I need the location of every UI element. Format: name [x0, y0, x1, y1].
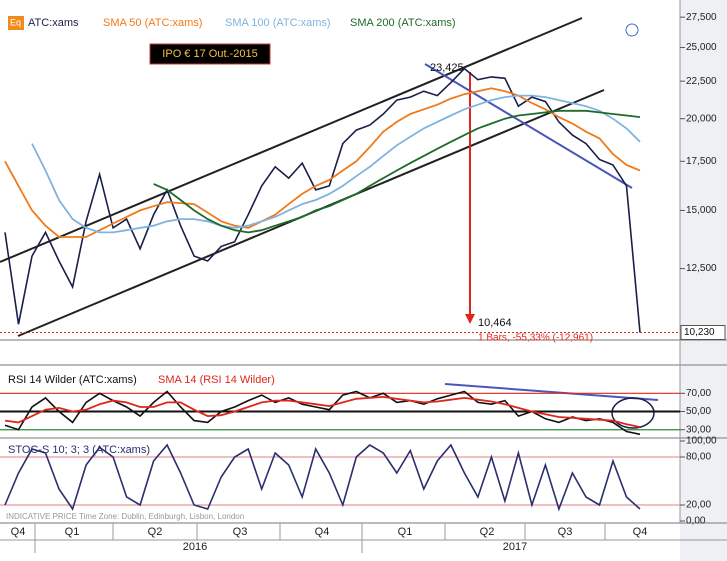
- y-tick-label: 20,00: [686, 500, 711, 511]
- y-tick-label: 12,500: [686, 263, 717, 274]
- ipo-label: IPO € 17 Out.-2015: [162, 48, 257, 60]
- arrow-head: [465, 314, 475, 324]
- series-line: [4, 395, 641, 428]
- series-line: [153, 109, 641, 234]
- ipo-box: [149, 43, 271, 65]
- legend-entry: ATC:xams: [28, 17, 79, 29]
- legend-entry: SMA 50 (ATC:xams): [103, 17, 202, 29]
- legend-entry: SMA 14 (RSI 14 Wilder): [158, 374, 275, 386]
- eq-icon[interactable]: [8, 16, 24, 30]
- x-tick-label: Q4: [11, 526, 26, 538]
- legend-entry: RSI 14 Wilder (ATC:xams): [8, 374, 137, 386]
- x-tick-label: Q4: [633, 526, 648, 538]
- axis-column: [680, 0, 727, 561]
- y-tick-label: 80,00: [686, 452, 711, 463]
- x-tick-label: Q3: [233, 526, 248, 538]
- x-tick-label: Q1: [398, 526, 413, 538]
- eq-icon-text: Eq: [10, 17, 21, 27]
- y-tick-label: 0,00: [686, 516, 706, 527]
- y-tick-label: 30,00: [686, 424, 711, 435]
- low-label: 10,464: [478, 317, 512, 329]
- footer: INDICATIVE PRICE Time Zone: Dublin, Edin…: [6, 512, 244, 521]
- year-label: 2016: [183, 541, 207, 553]
- y-tick-label: 25,000: [686, 42, 717, 53]
- series-line: [4, 67, 641, 333]
- y-tick-label: 70,00: [686, 388, 711, 399]
- trend-line: [444, 383, 659, 401]
- legend-entry: SMA 100 (ATC:xams): [225, 17, 331, 29]
- y-tick-label: 50,00: [686, 406, 711, 417]
- high-label: 23,425: [430, 62, 464, 74]
- legend-entry: STOC-S 10; 3; 3 (ATC:xams): [8, 444, 150, 456]
- trend-line: [0, 17, 583, 263]
- measure-label: 1 Bars, -55,33% (-12,961): [478, 333, 593, 344]
- series-line: [4, 443, 641, 512]
- x-tick-label: Q2: [480, 526, 495, 538]
- last-value-box: [680, 324, 726, 340]
- trend-line: [424, 63, 633, 189]
- y-tick-label: 27,500: [686, 12, 717, 23]
- y-tick-label: 20,000: [686, 113, 717, 124]
- x-tick-label: Q4: [315, 526, 330, 538]
- year-label: 2017: [503, 541, 527, 553]
- x-tick-label: Q1: [65, 526, 80, 538]
- clock-icon[interactable]: [625, 23, 639, 37]
- x-tick-label: Q3: [558, 526, 573, 538]
- y-tick-label: 22,500: [686, 76, 717, 87]
- series-line: [4, 87, 641, 238]
- last-value-label: 10,230: [684, 327, 715, 338]
- highlight-circle: [611, 397, 655, 429]
- x-tick-label: Q2: [148, 526, 163, 538]
- series-line: [31, 94, 641, 234]
- legend-entry: SMA 200 (ATC:xams): [350, 17, 456, 29]
- y-tick-label: 17,500: [686, 156, 717, 167]
- y-tick-label: 100,00: [686, 436, 717, 447]
- y-tick-label: 15,000: [686, 205, 717, 216]
